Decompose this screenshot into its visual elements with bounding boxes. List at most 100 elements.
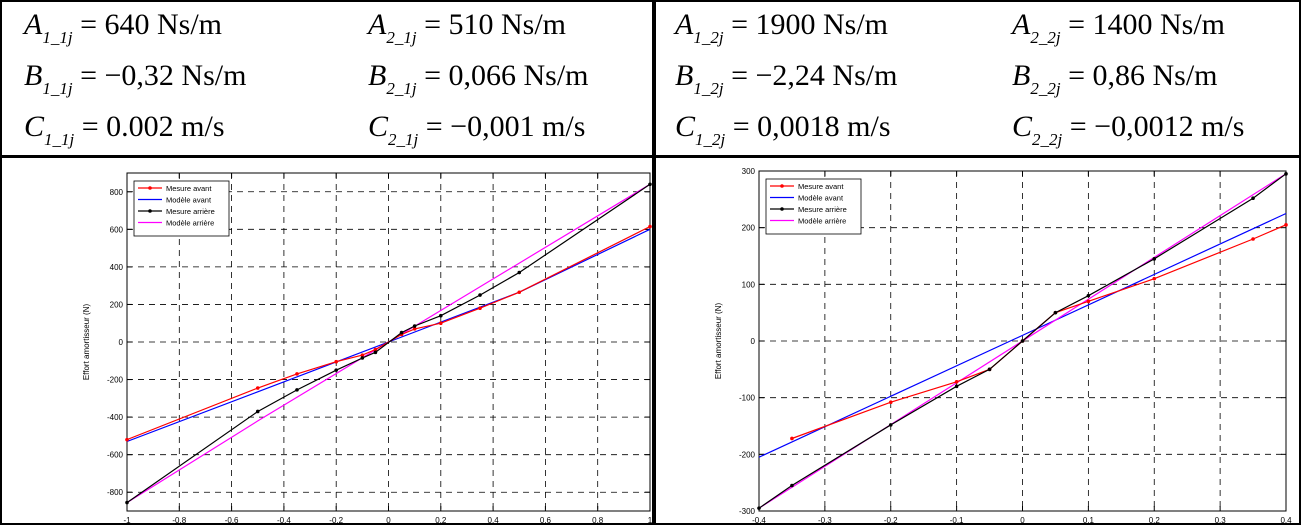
equation: C1_1j = 0.002 m/s xyxy=(24,110,225,149)
y-tick-label: -400 xyxy=(107,413,124,422)
data-point xyxy=(412,327,417,331)
data-point xyxy=(1152,257,1157,261)
data-point xyxy=(360,353,365,357)
y-tick-label: -600 xyxy=(107,451,124,460)
equation: C2_2j = −0,0012 m/s xyxy=(1012,110,1245,149)
data-point xyxy=(478,306,482,310)
x-tick-label: 0 xyxy=(1020,516,1025,523)
data-point xyxy=(790,483,794,488)
y-tick-label: 100 xyxy=(742,280,756,289)
equation: B1_1j = −0,32 Ns/m xyxy=(24,59,247,98)
legend-box xyxy=(765,178,862,235)
table-border-left xyxy=(0,0,2,525)
data-point xyxy=(373,350,378,355)
y-tick-label: 300 xyxy=(742,167,756,176)
data-point xyxy=(125,437,129,442)
chart-right-container: -0.4 -0.3 -0.2 -0.1 0 0.1 0.2 0.3 0.4 -300 -200 -10… xyxy=(656,158,1299,523)
equation: C1_2j = 0,0018 m/s xyxy=(675,110,891,149)
y-tick-label: -200 xyxy=(739,450,756,459)
y-tick-label: 200 xyxy=(742,224,756,233)
y-tick-label: 200 xyxy=(110,300,124,309)
data-point xyxy=(334,368,339,372)
data-point xyxy=(954,380,959,384)
data-point xyxy=(648,224,652,229)
data-point xyxy=(1086,293,1091,298)
equation: C2_1j = −0,001 m/s xyxy=(368,110,586,149)
legend-label: Mesure avant xyxy=(166,184,212,193)
data-point xyxy=(517,290,522,295)
data-point xyxy=(1020,339,1025,343)
legend-label: Mesure avant xyxy=(798,182,844,191)
data-point xyxy=(373,347,378,352)
y-tick-label: 0 xyxy=(119,338,124,347)
x-tick-label: -0.6 xyxy=(225,516,239,523)
table-border-top xyxy=(0,0,1301,2)
x-tick-label: -0.8 xyxy=(172,516,186,523)
y-tick-label: 800 xyxy=(110,188,124,197)
x-tick-label: -0.3 xyxy=(818,516,832,523)
equation: A1_1j = 640 Ns/m xyxy=(24,8,222,47)
data-point xyxy=(439,321,443,326)
legend-marker xyxy=(148,209,152,213)
legend-label: Modèle avant xyxy=(166,196,212,205)
x-tick-label: -0.1 xyxy=(950,516,964,523)
x-tick-label: -0.2 xyxy=(884,516,898,523)
legend: Mesure avant Modèle avant Mesure arrière Mo… xyxy=(133,180,230,237)
data-point xyxy=(757,506,761,510)
chart-right: -0.4 -0.3 -0.2 -0.1 0 0.1 0.2 0.3 0.4 -300 -200 -10… xyxy=(714,167,1292,523)
equation: B1_2j = −2,24 Ns/m xyxy=(675,59,898,98)
legend-marker xyxy=(780,207,784,211)
legend: Mesure avant Modèle avant Mesure arrière Mo… xyxy=(765,178,862,235)
chart-left: -1 -0.8 -0.6 -0.4 -0.2 0 0.2 0.4 0.6 0.8 1 -800 -600… xyxy=(82,172,652,523)
data-point xyxy=(439,313,443,318)
data-point xyxy=(1284,223,1288,227)
x-tick-label: -0.2 xyxy=(329,516,343,523)
data-point xyxy=(888,423,893,427)
x-tick-label: 0.2 xyxy=(435,516,447,523)
data-point xyxy=(1086,299,1091,304)
legend-label: Modèle arrière xyxy=(798,217,846,226)
data-point xyxy=(255,386,260,390)
data-point xyxy=(648,182,652,187)
x-tick-label: 1 xyxy=(648,516,652,523)
legend-label: Mesure arrière xyxy=(166,207,215,216)
legend-marker xyxy=(780,184,784,188)
chart-left-container: -1 -0.8 -0.6 -0.4 -0.2 0 0.2 0.4 0.6 0.8 1 -800 -600… xyxy=(2,158,652,523)
x-tick-label: -0.4 xyxy=(752,516,766,523)
table-border-right xyxy=(1299,0,1301,525)
data-point xyxy=(295,388,299,392)
data-point xyxy=(954,384,959,389)
equation: A1_2j = 1900 Ns/m xyxy=(675,8,888,47)
x-tick-label: 0.4 xyxy=(488,516,500,523)
x-tick-label: -0.4 xyxy=(277,516,291,523)
data-point xyxy=(125,500,129,505)
y-tick-label: -200 xyxy=(107,376,124,385)
data-point xyxy=(888,400,893,404)
x-tick-label: 0.8 xyxy=(592,516,604,523)
data-point xyxy=(1251,237,1255,241)
data-point xyxy=(1284,172,1288,176)
legend-label: Modèle avant xyxy=(798,194,844,203)
x-tick-label: 0.1 xyxy=(1083,516,1095,523)
y-tick-label: -300 xyxy=(739,507,756,516)
x-tick-label: 0.3 xyxy=(1215,516,1227,523)
legend-label: Modèle arrière xyxy=(166,219,214,228)
x-tick-label: 0 xyxy=(386,516,391,523)
y-tick-label: 0 xyxy=(751,337,756,346)
legend-marker xyxy=(148,186,152,190)
y-tick-label: -800 xyxy=(107,488,124,497)
table-border-row xyxy=(0,155,1301,158)
data-point xyxy=(360,356,365,360)
data-point xyxy=(1053,310,1058,315)
data-point xyxy=(478,293,482,297)
x-tick-label: -1 xyxy=(123,516,131,523)
series-line-modele-avant xyxy=(758,212,1287,458)
equation: A2_2j = 1400 Ns/m xyxy=(1012,8,1225,47)
y-axis-label: Effort amortisseur (N) xyxy=(82,304,91,381)
equation: A2_1j = 510 Ns/m xyxy=(368,8,566,47)
data-point xyxy=(399,330,404,335)
table-border-middle xyxy=(652,0,656,525)
data-point xyxy=(987,367,992,372)
y-axis-label: Effort amortisseur (N) xyxy=(714,303,723,380)
